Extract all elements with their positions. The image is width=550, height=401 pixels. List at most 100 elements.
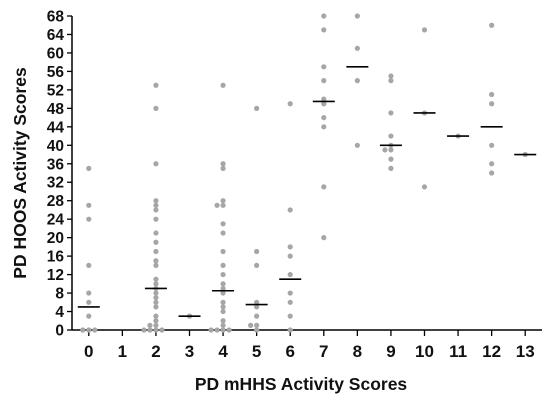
data-point [321, 124, 327, 130]
x-tick-label: 0 [84, 342, 93, 361]
data-point [254, 105, 260, 111]
data-point [354, 78, 360, 84]
data-point [153, 299, 159, 305]
x-tick-label: 10 [415, 342, 434, 361]
data-point [220, 308, 226, 315]
data-point [220, 322, 226, 328]
data-point [153, 239, 159, 245]
median-lines [77, 65, 537, 317]
y-tick-label: 0 [55, 323, 64, 340]
data-point [220, 82, 226, 88]
data-point [153, 276, 159, 282]
data-point [153, 290, 159, 296]
data-point [248, 322, 254, 328]
data-point [153, 105, 159, 111]
y-axis-title: PD HOOS Activity Scores [10, 67, 30, 279]
y-tick-label: 16 [47, 249, 65, 266]
x-tick-label: 12 [482, 342, 501, 361]
data-point [86, 216, 92, 222]
x-tick-label: 13 [516, 342, 535, 361]
data-point [220, 230, 226, 236]
data-point [388, 110, 394, 116]
data-point [153, 202, 159, 208]
data-point [489, 22, 495, 28]
data-point [86, 262, 92, 268]
data-point [287, 271, 293, 278]
x-axis-title: PD mHHS Activity Scores [195, 374, 408, 394]
y-tick-label: 60 [47, 45, 64, 62]
data-point [220, 271, 226, 278]
x-tick-label: 1 [118, 342, 127, 361]
data-point [489, 101, 495, 107]
x-tick-label: 7 [319, 342, 328, 361]
data-point [92, 327, 98, 333]
y-tick-label: 8 [55, 286, 64, 303]
data-point [421, 27, 428, 33]
data-point [489, 170, 495, 176]
data-point [226, 327, 232, 333]
x-tick-label: 6 [285, 342, 294, 361]
data-point [388, 147, 394, 153]
data-point [80, 327, 86, 333]
data-point [86, 290, 92, 296]
data-point [254, 327, 260, 333]
data-point [220, 221, 226, 227]
data-point [141, 327, 147, 333]
data-point [153, 82, 159, 88]
y-tick-label: 68 [47, 9, 65, 26]
data-point [489, 161, 495, 167]
data-point [388, 156, 394, 162]
data-point [208, 327, 214, 333]
x-tick-label: 8 [353, 342, 362, 361]
data-point [86, 202, 92, 208]
x-tick-label: 2 [151, 342, 160, 361]
y-tick-label: 40 [47, 138, 64, 155]
data-point [86, 313, 92, 319]
y-tick-label: 64 [47, 27, 65, 44]
data-point [153, 216, 159, 222]
data-point [287, 253, 293, 259]
data-point [321, 114, 327, 121]
data-point [159, 327, 165, 333]
x-tick-label: 4 [218, 342, 228, 361]
data-point [153, 230, 159, 236]
data-point [153, 258, 159, 264]
data-point [220, 318, 226, 324]
y-tick-label: 12 [47, 267, 64, 284]
data-point [321, 184, 327, 190]
x-axis-ticks: 0 1 2 3 4 5 6 7 8 9 10 11 12 13 [84, 330, 535, 361]
data-point [220, 327, 226, 333]
y-tick-label: 24 [47, 212, 65, 229]
data-point [321, 101, 327, 107]
data-point [254, 248, 260, 255]
data-point [153, 313, 159, 319]
data-point [220, 299, 226, 305]
y-tick-label: 32 [47, 175, 64, 192]
data-point [254, 313, 260, 319]
data-point [153, 295, 159, 301]
data-point [421, 184, 428, 190]
data-point [153, 248, 159, 255]
data-point [153, 322, 159, 328]
data-point [220, 202, 226, 208]
data-point [354, 13, 360, 19]
data-point [287, 313, 293, 319]
data-point [220, 248, 226, 255]
data-point [287, 244, 293, 250]
data-point [321, 235, 327, 241]
data-point [147, 327, 153, 333]
data-point [254, 304, 260, 310]
y-tick-label: 48 [47, 101, 65, 118]
y-tick-label: 20 [47, 230, 64, 247]
data-point [220, 165, 226, 171]
data-point [220, 161, 226, 167]
data-point [153, 281, 159, 287]
data-point [86, 299, 92, 305]
data-point [321, 13, 327, 19]
data-point [287, 290, 293, 296]
x-tick-label: 11 [449, 342, 467, 361]
data-point [220, 290, 226, 296]
data-point [153, 318, 159, 324]
